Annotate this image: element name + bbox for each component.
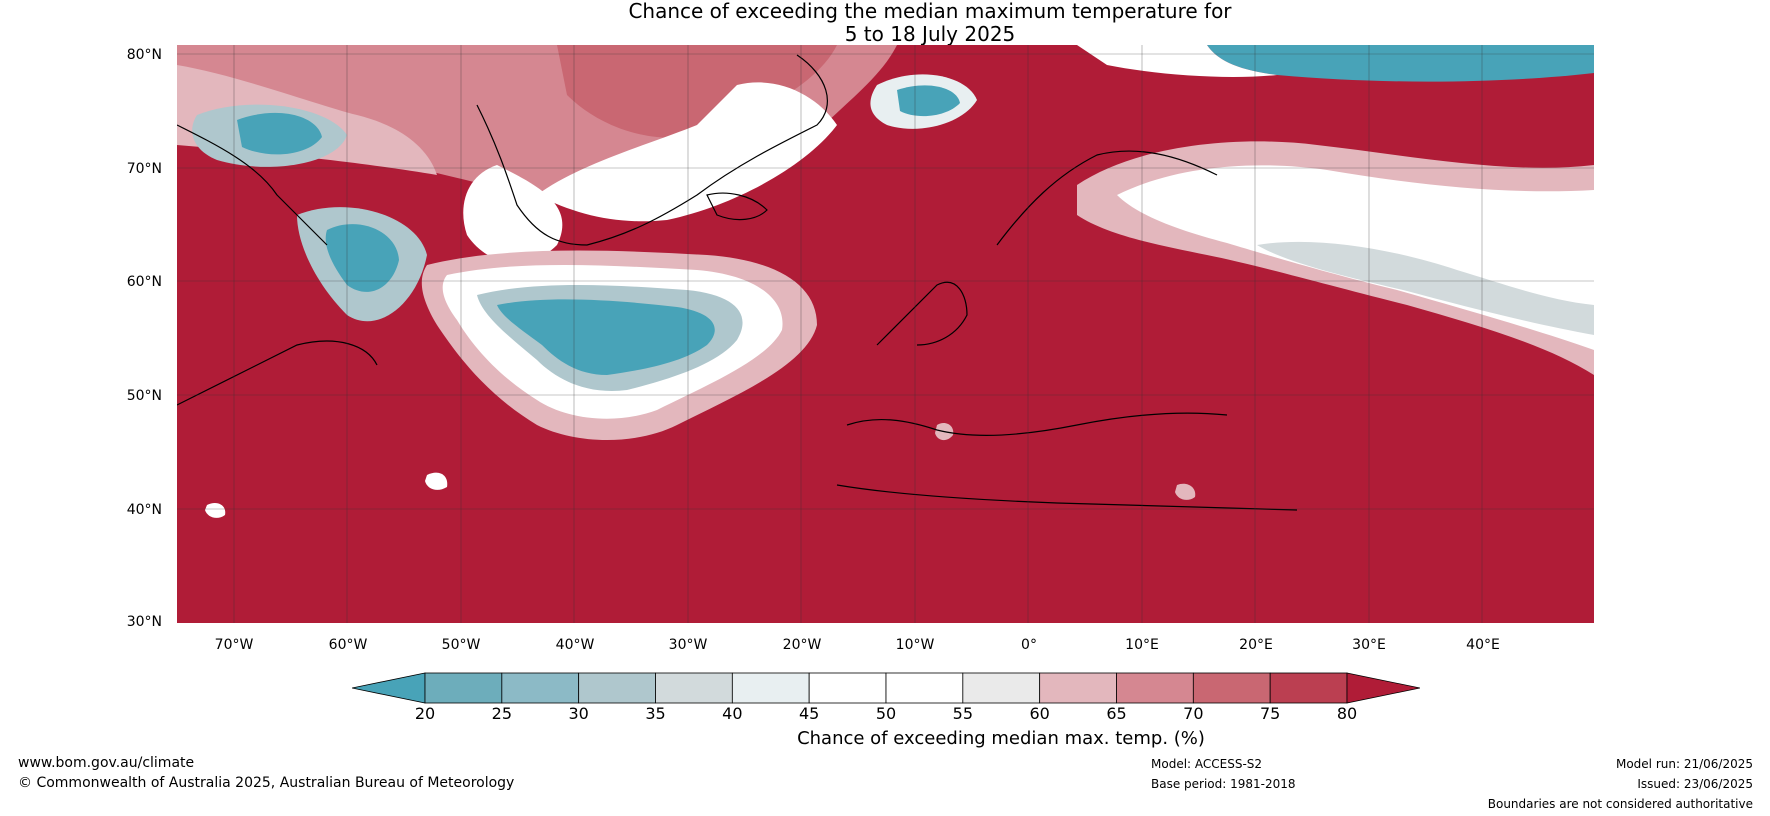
boundaries-text: Boundaries are not considered authoritat… — [1487, 797, 1753, 811]
british-isles — [876, 281, 968, 346]
map-title: Chance of exceeding the median maximum t… — [628, 0, 1232, 23]
website-text: www.bom.gov.au/climate — [18, 755, 195, 771]
base-period-text: Base period: 1981-2018 — [1151, 777, 1296, 791]
lon-label-20w: 20°W — [782, 637, 822, 653]
copyright-text: © Commonwealth of Australia 2025, Austra… — [18, 775, 515, 791]
colorbar-tick-label: 75 — [1259, 704, 1281, 723]
colorbar-segment — [1192, 672, 1271, 704]
colorbar-tick-label: 70 — [1183, 704, 1204, 723]
lon-label-50w: 50°W — [441, 637, 481, 653]
colorbar-tick-label: 45 — [798, 704, 820, 723]
colorbar-tick-label: 25 — [491, 704, 512, 723]
pink-spot-aegean — [1175, 483, 1196, 500]
norway-coast — [996, 150, 1218, 246]
white-zone-east-greenland — [537, 82, 837, 222]
colorbar-segment — [424, 672, 503, 704]
colorbar-label-text: Chance of exceeding median max. temp. (%… — [797, 728, 1205, 749]
lon-label-60w: 60°W — [328, 637, 368, 653]
lat-label-50n: 50°N — [126, 388, 162, 404]
blue-zone-hudson — [325, 224, 399, 292]
map-subtitle: 5 to 18 July 2025 — [844, 22, 1016, 46]
colorbar-segment — [1269, 672, 1348, 704]
lon-label-30w: 30°W — [668, 637, 708, 653]
model-run-text: Model run: 21/06/2025 — [1615, 757, 1753, 771]
lon-label-30e: 30°E — [1352, 637, 1386, 653]
colorbar-tick-label: 50 — [875, 704, 897, 723]
colorbar-segment — [1039, 672, 1117, 704]
colorbar-segment — [808, 672, 887, 704]
greenland-coast — [476, 54, 828, 246]
colorbar-arrow-low — [351, 672, 426, 704]
colorbar-tick-label: 60 — [1029, 704, 1050, 723]
colorbar-segment — [655, 672, 733, 704]
probability-map — [177, 45, 1594, 623]
white-zone-arctic — [1077, 45, 1277, 77]
lat-label-60n: 60°N — [126, 274, 162, 290]
colorbar-tick-label: 35 — [645, 704, 666, 723]
lat-label-40n: 40°N — [126, 502, 162, 518]
colorbar-segment — [1116, 672, 1194, 704]
map-graphic — [177, 45, 1594, 623]
lat-label-70n: 70°N — [126, 161, 162, 177]
lon-label-0: 0° — [1021, 637, 1037, 653]
white-spot-west — [205, 503, 226, 518]
colorbar — [351, 672, 1421, 704]
lon-label-10w: 10°W — [895, 637, 935, 653]
colorbar-arrow-high — [1346, 672, 1421, 704]
darker-pink-greenland — [557, 45, 837, 138]
north-africa-coast — [836, 484, 1298, 511]
blue-zone-atlantic — [497, 299, 715, 375]
mediterranean-north — [846, 412, 1228, 437]
colorbar-tick-label: 65 — [1106, 704, 1127, 723]
colorbar-tick-label: 30 — [568, 704, 589, 723]
lon-label-40w: 40°W — [555, 637, 595, 653]
iceland — [706, 192, 768, 221]
white-spot-mid — [425, 472, 448, 490]
canada-coast-east — [177, 340, 378, 406]
colorbar-tick-label: 20 — [414, 704, 436, 723]
colorbar-segment — [885, 672, 964, 704]
colorbar-segment — [731, 672, 810, 704]
lat-label-30n: 30°N — [126, 614, 162, 630]
blue-zone-baffin — [237, 112, 322, 155]
colorbar-segment — [501, 672, 580, 704]
colorbar-segment — [962, 672, 1041, 704]
lon-label-70w: 70°W — [214, 637, 254, 653]
model-text: Model: ACCESS-S2 — [1151, 757, 1263, 771]
lon-label-40e: 40°E — [1466, 637, 1500, 653]
canada-coast-north — [177, 124, 328, 246]
graticule — [177, 45, 1594, 623]
lat-label-80n: 80°N — [126, 47, 162, 63]
colorbar-tick-label: 80 — [1336, 704, 1358, 723]
grey-zone-russia — [1257, 241, 1594, 335]
blue-zone-svalbard — [897, 85, 960, 117]
lon-label-10e: 10°E — [1125, 637, 1159, 653]
coastlines — [177, 54, 1298, 511]
colorbar-label: Chance of exceeding median max. temp. (%… — [0, 728, 1770, 749]
lon-label-20e: 20°E — [1239, 637, 1273, 653]
issued-text: Issued: 23/06/2025 — [1637, 777, 1753, 791]
colorbar-graphic — [351, 672, 1421, 704]
colorbar-tick-label: 55 — [952, 704, 973, 723]
colorbar-tick-label: 40 — [722, 704, 743, 723]
colorbar-segment — [578, 672, 656, 704]
white-zone-davis — [463, 165, 563, 264]
